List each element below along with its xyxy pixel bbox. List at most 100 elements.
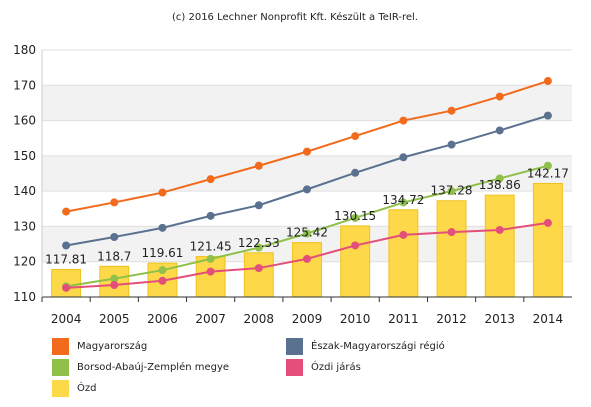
bar-data-label: 142.17: [527, 166, 569, 180]
bar-data-label: 121.45: [190, 240, 232, 254]
bar-data-label: 125.42: [286, 226, 328, 240]
bar-data-label: 138.86: [479, 178, 521, 192]
grid-band: [42, 155, 572, 192]
series-point-borsod-2012: [447, 187, 456, 196]
series-point-ozdi_jaras-2013: [495, 225, 504, 234]
series-point-magyarorszag-2010: [351, 132, 360, 141]
series-point-borsod-2013: [495, 174, 504, 183]
legend-label-ozd: Ózd: [77, 383, 97, 394]
series-point-ozdi_jaras-2012: [447, 228, 456, 237]
x-tick-label: 2007: [195, 312, 226, 326]
legend-label-magyarorszag: Magyarország: [77, 341, 148, 352]
x-tick-label: 2010: [340, 312, 371, 326]
grid-band: [42, 85, 572, 121]
series-point-ozdi_jaras-2011: [399, 230, 408, 239]
x-tick-label: 2005: [99, 312, 130, 326]
series-point-magyarorszag-2005: [110, 198, 119, 207]
y-tick-label: 170: [13, 78, 36, 92]
legend-item-ozd[interactable]: Ózd: [52, 380, 96, 397]
series-point-magyarorszag-2007: [206, 175, 215, 184]
series-point-eszak-2011: [399, 153, 408, 162]
series-point-borsod-2010: [351, 213, 360, 222]
bar-ozd-2012: [436, 200, 467, 298]
series-point-eszak-2010: [351, 168, 360, 177]
legend-label-eszak: Észak-Magyarországi régió: [311, 341, 445, 352]
series-point-magyarorszag-2013: [495, 92, 504, 101]
series-point-magyarorszag-2004: [62, 207, 71, 216]
legend-swatch-magyarorszag: [52, 338, 69, 355]
legend-swatch-borsod: [52, 359, 69, 376]
legend-swatch-eszak: [286, 338, 303, 355]
bar-ozd-2007: [195, 256, 226, 298]
series-point-ozdi_jaras-2007: [206, 267, 215, 276]
y-tick-label: 160: [13, 114, 36, 128]
series-point-borsod-2005: [110, 274, 119, 283]
legend-label-ozdi-jaras: Ózdi járás: [311, 362, 361, 373]
series-point-borsod-2007: [206, 254, 215, 263]
x-tick-label: 2009: [292, 312, 323, 326]
chart-subtitle: (c) 2016 Lechner Nonprofit Kft. Készült …: [172, 11, 418, 23]
x-tick-label: 2004: [51, 312, 82, 326]
x-tick-label: 2006: [147, 312, 178, 326]
bar-data-label: 117.81: [45, 252, 87, 266]
series-point-eszak-2004: [62, 241, 71, 250]
series-point-magyarorszag-2006: [158, 188, 167, 197]
series-point-eszak-2014: [543, 111, 552, 120]
y-tick-label: 150: [13, 149, 36, 163]
y-tick-label: 140: [13, 184, 36, 198]
legend-item-borsod[interactable]: Borsod-Abaúj-Zemplén megye: [52, 359, 229, 376]
legend-item-ozdi-jaras[interactable]: Ózdi járás: [286, 359, 361, 376]
series-point-magyarorszag-2011: [399, 116, 408, 125]
series-point-ozdi_jaras-2014: [543, 218, 552, 227]
series-point-eszak-2013: [495, 126, 504, 135]
legend-swatch-ozd: [52, 380, 69, 397]
series-point-borsod-2006: [158, 266, 167, 275]
legend-swatch-ozdi-jaras: [286, 359, 303, 376]
y-tick-label: 110: [13, 290, 36, 304]
series-point-borsod-2014: [543, 161, 552, 170]
y-tick-label: 130: [13, 219, 36, 233]
series-point-eszak-2006: [158, 223, 167, 232]
series-point-borsod-2009: [303, 229, 311, 238]
series-point-ozdi_jaras-2005: [110, 281, 119, 290]
series-point-magyarorszag-2012: [447, 106, 456, 115]
bar-data-label: 122.53: [238, 236, 280, 250]
x-tick-label: 2008: [244, 312, 275, 326]
bar-ozd-2010: [340, 225, 371, 298]
legend-item-magyarorszag[interactable]: Magyarország: [52, 338, 147, 355]
series-point-eszak-2012: [447, 140, 456, 149]
bar-ozd-2013: [484, 194, 515, 298]
series-point-magyarorszag-2009: [303, 147, 311, 156]
legend-item-eszak[interactable]: Észak-Magyarországi régió: [286, 338, 445, 355]
series-point-borsod-2008: [254, 243, 263, 252]
bar-data-label: 137.28: [431, 184, 473, 198]
bar-data-label: 119.61: [141, 246, 183, 260]
bar-data-label: 134.72: [382, 193, 424, 207]
bar-data-label: 130.15: [334, 209, 376, 223]
series-point-eszak-2008: [254, 201, 263, 210]
x-tick-label: 2014: [533, 312, 564, 326]
bar-ozd-2011: [388, 209, 419, 298]
bar-ozd-2009: [292, 242, 322, 298]
series-point-ozdi_jaras-2009: [303, 254, 311, 263]
series-point-ozdi_jaras-2008: [254, 264, 263, 273]
y-tick-label: 120: [13, 255, 36, 269]
series-point-ozdi_jaras-2010: [351, 241, 360, 250]
series-point-borsod-2011: [399, 198, 408, 207]
series-point-eszak-2009: [303, 185, 311, 194]
series-point-ozdi_jaras-2006: [158, 276, 167, 285]
x-tick-label: 2011: [388, 312, 419, 326]
legend-label-borsod: Borsod-Abaúj-Zemplén megye: [77, 362, 230, 373]
bar-data-label: 118.7: [97, 249, 131, 263]
x-tick-label: 2013: [484, 312, 515, 326]
series-point-magyarorszag-2008: [254, 161, 263, 170]
series-point-magyarorszag-2014: [543, 77, 552, 86]
series-point-ozdi_jaras-2004: [62, 283, 71, 292]
series-point-eszak-2007: [206, 211, 215, 220]
series-point-eszak-2005: [110, 233, 119, 242]
x-tick-label: 2012: [436, 312, 467, 326]
bar-ozd-2014: [532, 182, 563, 298]
